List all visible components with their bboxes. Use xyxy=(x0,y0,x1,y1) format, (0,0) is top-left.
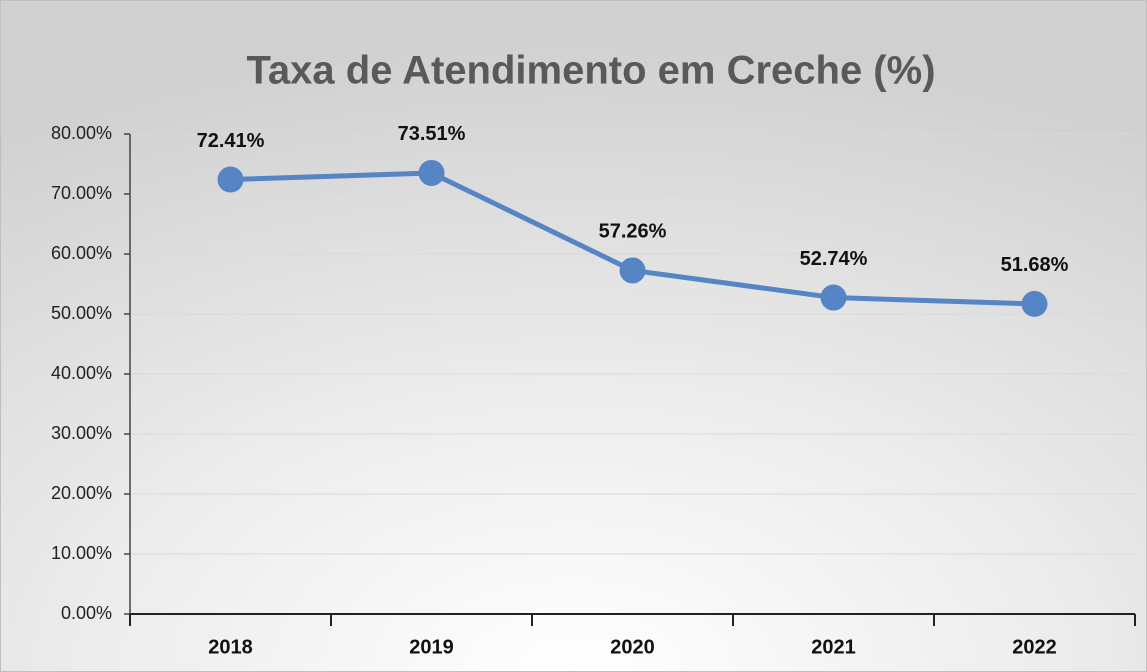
y-tick-label: 20.00% xyxy=(51,483,112,503)
y-tick-label: 80.00% xyxy=(51,123,112,143)
y-tick-label: 0.00% xyxy=(61,603,112,623)
data-point xyxy=(1021,290,1048,317)
y-tick-label: 50.00% xyxy=(51,303,112,323)
y-tick-label: 60.00% xyxy=(51,243,112,263)
x-tick-label: 2022 xyxy=(1012,636,1057,658)
x-tick-label: 2018 xyxy=(208,636,253,658)
x-tick-label: 2021 xyxy=(811,636,856,658)
y-tick-label: 40.00% xyxy=(51,363,112,383)
data-label: 57.26% xyxy=(599,221,667,243)
data-label: 51.68% xyxy=(1001,254,1069,276)
data-label: 73.51% xyxy=(398,123,466,145)
y-tick-label: 70.00% xyxy=(51,183,112,203)
chart-title: Taxa de Atendimento em Creche (%) xyxy=(246,49,935,93)
x-tick-label: 2020 xyxy=(610,636,655,658)
data-point xyxy=(619,257,646,284)
data-point xyxy=(418,159,445,186)
x-tick-label: 2019 xyxy=(409,636,454,658)
data-point xyxy=(820,284,847,311)
data-label: 52.74% xyxy=(800,248,868,270)
data-point xyxy=(217,166,244,193)
y-tick-label: 30.00% xyxy=(51,423,112,443)
y-tick-label: 10.00% xyxy=(51,543,112,563)
data-label: 72.41% xyxy=(197,130,265,152)
